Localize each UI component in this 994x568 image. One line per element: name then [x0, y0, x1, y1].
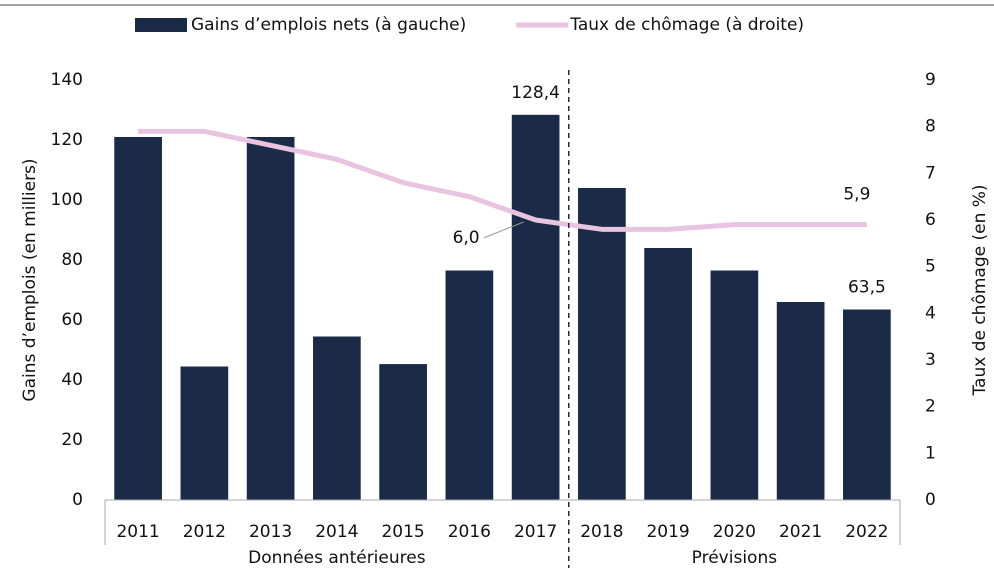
y2-tick-label: 1: [925, 443, 936, 463]
x-tick-label: 2015: [381, 522, 424, 542]
data-label: 128,4: [511, 83, 560, 103]
y2-tick-label: 8: [925, 117, 936, 137]
y2-tick-label: 3: [925, 350, 936, 370]
x-tick-label: 2017: [514, 522, 557, 542]
y2-tick-label: 5: [925, 257, 936, 277]
y-tick-label: 100: [51, 190, 83, 210]
group-label: Données antérieures: [248, 548, 426, 568]
y-tick-label: 60: [61, 310, 83, 330]
bar: [511, 114, 560, 501]
y2-tick-label: 9: [925, 70, 936, 90]
y2-tick-label: 6: [925, 210, 936, 230]
x-tick-label: 2014: [315, 522, 358, 542]
x-tick-label: 2019: [646, 522, 689, 542]
line: [138, 128, 867, 232]
bar: [445, 270, 494, 500]
y2-tick-label: 7: [925, 163, 936, 183]
x-tick-label: 2018: [580, 522, 623, 542]
y-tick-label: 20: [61, 430, 83, 450]
y-tick-label: 80: [61, 250, 83, 270]
group-label: Prévisions: [692, 548, 778, 568]
y-tick-label: 0: [72, 490, 83, 510]
y-tick-label: 140: [51, 70, 83, 90]
y-tick-label: 40: [61, 370, 83, 390]
bar: [313, 336, 361, 500]
data-label: 63,5: [848, 278, 886, 298]
bar: [710, 270, 759, 500]
bar: [180, 366, 229, 500]
y-axis-title: Gains d’emplois (en milliers): [20, 158, 40, 401]
data-label: 6,0: [453, 228, 480, 248]
x-tick-label: 2021: [779, 522, 822, 542]
legend-label: Gains d’emplois nets (à gauche): [191, 15, 466, 35]
y2-tick-label: 0: [925, 490, 936, 510]
bar: [776, 302, 825, 500]
data-label: 5,9: [843, 185, 870, 205]
y2-axis-title: Taux de chômage (en %): [970, 184, 990, 396]
y2-tick-label: 4: [925, 303, 936, 323]
x-tick-label: 2016: [448, 522, 491, 542]
bar: [246, 137, 295, 500]
bar: [379, 364, 427, 500]
bar: [578, 188, 626, 500]
x-tick-label: 2013: [249, 522, 292, 542]
bar: [843, 309, 891, 500]
leader-line: [483, 221, 524, 239]
x-tick-label: 2022: [845, 522, 888, 542]
x-tick-label: 2011: [116, 522, 159, 542]
legend-swatch: [135, 18, 187, 32]
bar: [114, 137, 162, 500]
x-tick-label: 2020: [713, 522, 756, 542]
y-tick-label: 120: [51, 130, 83, 150]
legend-label: Taux de chômage (à droite): [569, 15, 804, 35]
bar: [644, 248, 692, 500]
y2-tick-label: 2: [925, 397, 936, 417]
x-tick-label: 2012: [183, 522, 226, 542]
